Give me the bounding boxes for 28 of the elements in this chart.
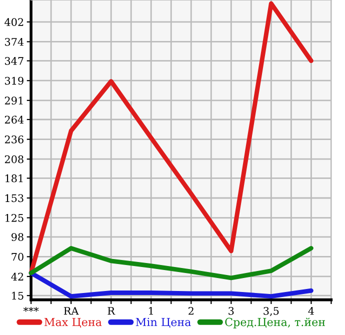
legend-label: Min Цена — [136, 318, 191, 328]
y-tick-label: 402 — [4, 18, 24, 26]
y-tick-label: 319 — [5, 76, 24, 85]
y-tick-label: 374 — [5, 38, 24, 46]
x-tick-label: 4 — [308, 306, 314, 315]
y-tick-label: 153 — [5, 194, 24, 202]
y-tick-label: 264 — [4, 116, 24, 124]
line-series — [28, 246, 314, 280]
y-tick-label: 98 — [12, 233, 24, 241]
y-tick-label: 208 — [4, 155, 24, 164]
legend-label: Max Цена — [44, 318, 102, 328]
x-tick-label: 1 — [149, 306, 153, 315]
x-tick-label: 3 — [228, 306, 234, 315]
y-tick-label: 347 — [5, 57, 24, 65]
x-tick-label: 2 — [188, 306, 194, 315]
y-tick-label: 42 — [11, 272, 24, 280]
x-tick-label: 3,5 — [264, 306, 279, 316]
y-tick-label: 236 — [4, 136, 24, 144]
y-tick-label: 181 — [5, 174, 23, 182]
x-tick-label: R — [108, 307, 116, 315]
y-tick-label: 70 — [12, 252, 24, 261]
x-tick-label: RA — [64, 307, 79, 315]
legend-label: Сред.Цена, т.йен — [225, 318, 325, 328]
x-tick-label: *** — [23, 306, 39, 312]
line-series — [28, 270, 314, 299]
y-tick-label: 15 — [12, 292, 24, 300]
y-tick-label: 291 — [4, 96, 23, 105]
y-tick-label: 125 — [5, 214, 24, 222]
